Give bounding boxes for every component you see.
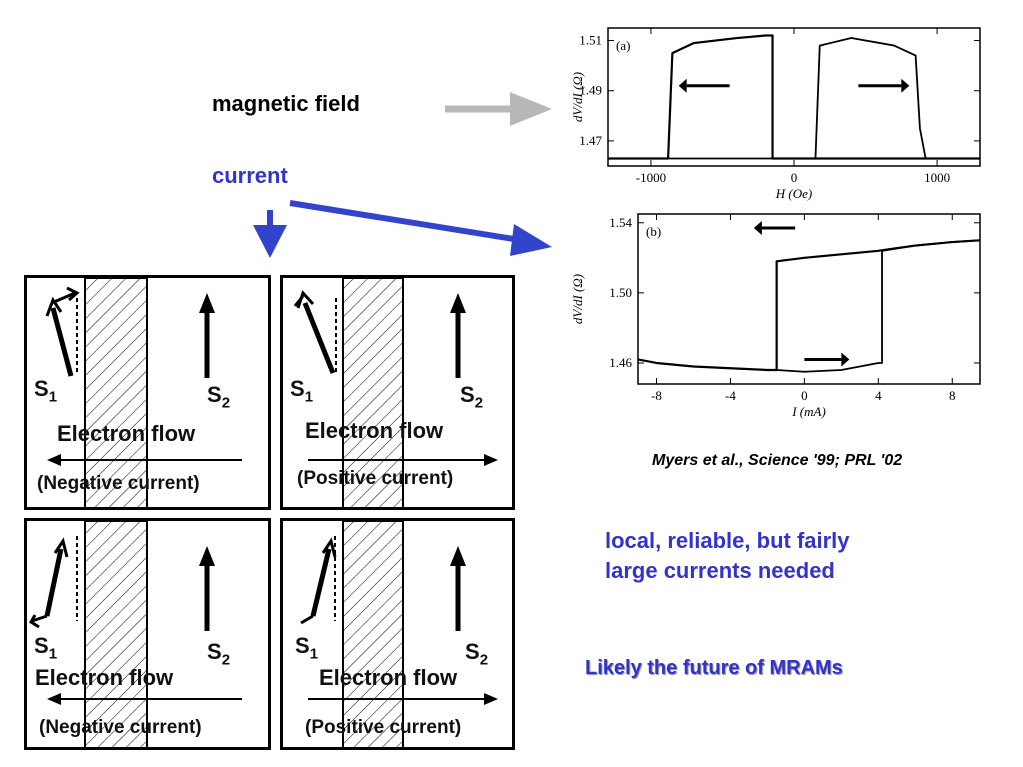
s1-label: S1 xyxy=(34,633,58,663)
diagram-panel-1: S1 S2 Electron flow (Negative current) xyxy=(24,275,271,510)
x-tick-label: 0 xyxy=(801,388,808,403)
blue-down-arrow-icon xyxy=(253,210,287,258)
s1-label: S1 xyxy=(34,376,58,406)
blue-diagonal-arrow-icon xyxy=(289,200,552,256)
future-text: Likely the future of MRAMs xyxy=(585,657,843,679)
x-tick-label: 0 xyxy=(791,170,798,185)
electron-flow-label: Electron flow xyxy=(305,418,444,443)
series-line xyxy=(608,34,980,160)
gray-arrow-icon xyxy=(445,92,552,126)
series-line xyxy=(776,239,981,373)
x-tick-label: 1000 xyxy=(924,170,950,185)
y-tick-label: 1.47 xyxy=(579,133,602,148)
s2-label: S2 xyxy=(207,639,231,669)
x-tick-label: 4 xyxy=(875,388,882,403)
current-direction-label: (Positive current) xyxy=(297,468,454,489)
panel-2-graphic xyxy=(293,278,498,507)
chart-a: -1000 0 1000 1.51 1.49 1.47 (a) H (Oe) dV/dI (Ω) xyxy=(568,20,1008,210)
s2-label: S2 xyxy=(465,639,489,669)
s1-label: S1 xyxy=(290,376,314,406)
y-tick-label: 1.46 xyxy=(609,355,632,370)
direction-arrowhead-icon xyxy=(678,78,687,93)
note-line-2: large currents needed xyxy=(605,558,835,583)
x-tick-label: -4 xyxy=(725,388,736,403)
x-axis-label: H (Oe) xyxy=(775,186,812,201)
electron-flow-label: Electron flow xyxy=(35,665,174,690)
diagram-panel-4: S1 S2 Electron flow (Positive current) xyxy=(280,518,515,750)
chart-b-svg: -8 -4 0 4 8 1.54 1.50 1.46 (b) I (mA) dV/dI (Ω) xyxy=(570,213,981,419)
plot-frame xyxy=(637,213,981,385)
panel-1-graphic xyxy=(45,278,242,507)
y-tick-label: 1.54 xyxy=(609,215,632,230)
series-line xyxy=(608,37,980,160)
panel-4-graphic xyxy=(300,521,498,747)
s1-label: S1 xyxy=(295,633,319,663)
y-axis-label: dV/dI (Ω) xyxy=(570,274,585,324)
diagram-panel-2: S1 S2 Electron flow (Positive current) xyxy=(280,275,515,510)
diagram-panel-3: S1 S2 Electron flow (Negative current) xyxy=(24,518,271,750)
x-tick-label: 8 xyxy=(949,388,956,403)
electron-flow-label: Electron flow xyxy=(319,665,458,690)
x-tick-label: -1000 xyxy=(636,170,666,185)
series-line xyxy=(637,239,981,372)
panel-3-graphic xyxy=(28,521,242,747)
chart-a-svg: -1000 0 1000 1.51 1.49 1.47 (a) H (Oe) dV/dI (Ω) xyxy=(570,27,981,201)
plot-frame xyxy=(607,27,981,167)
citation-text: Myers et al., Science '99; PRL '02 xyxy=(652,452,903,469)
direction-arrowhead-icon xyxy=(901,78,910,93)
current-label: current xyxy=(212,163,288,188)
y-tick-label: 1.51 xyxy=(579,33,602,48)
s2-label: S2 xyxy=(460,382,484,412)
electron-flow-label: Electron flow xyxy=(57,421,196,446)
current-direction-label: (Negative current) xyxy=(37,473,200,494)
y-tick-label: 1.49 xyxy=(579,83,602,98)
y-axis-label: dV/dI (Ω) xyxy=(570,72,585,122)
x-tick-label: -8 xyxy=(651,388,662,403)
note-line-1: local, reliable, but fairly xyxy=(605,528,850,553)
chart-b: -8 -4 0 4 8 1.54 1.50 1.46 (b) I (mA) dV/dI (Ω) xyxy=(568,210,1008,435)
magnetic-field-label: magnetic field xyxy=(212,91,360,116)
x-axis-label: I (mA) xyxy=(791,404,826,419)
y-tick-label: 1.50 xyxy=(609,285,632,300)
panel-label: (a) xyxy=(616,38,630,53)
s2-label: S2 xyxy=(207,382,231,412)
current-direction-label: (Positive current) xyxy=(305,717,462,738)
direction-arrowhead-icon xyxy=(841,352,850,367)
direction-arrowhead-icon xyxy=(753,221,762,236)
panel-label: (b) xyxy=(646,224,661,239)
current-direction-label: (Negative current) xyxy=(39,717,202,738)
